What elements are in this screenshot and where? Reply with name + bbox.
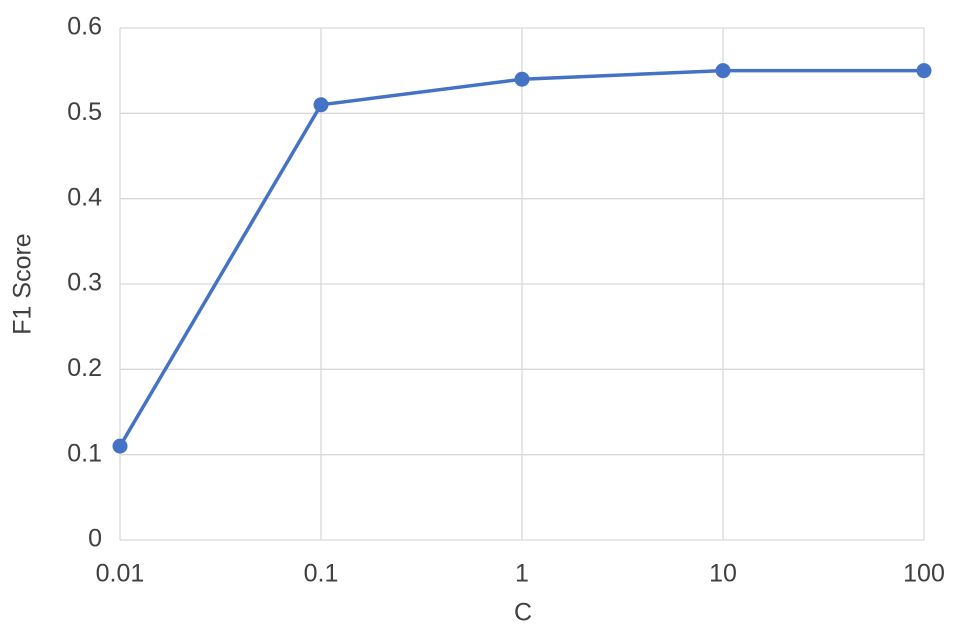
x-axis-label: C — [514, 599, 532, 627]
data-point — [916, 63, 932, 79]
y-tick-label: 0.6 — [67, 13, 102, 41]
x-tick-label: 100 — [903, 560, 945, 588]
x-tick-label: 1 — [515, 560, 529, 588]
x-tick-label: 0.01 — [96, 560, 145, 588]
y-tick-label: 0.3 — [67, 269, 102, 297]
y-tick-label: 0.2 — [67, 354, 102, 382]
y-tick-label: 0.5 — [67, 98, 102, 126]
x-tick-label: 0.1 — [304, 560, 339, 588]
data-point — [715, 63, 731, 79]
y-axis-label: F1 Score — [9, 233, 37, 334]
y-tick-label: 0.4 — [67, 183, 102, 211]
x-tick-label: 10 — [709, 560, 737, 588]
data-point — [112, 438, 128, 454]
y-tick-label: 0 — [88, 525, 102, 553]
data-point — [313, 97, 329, 113]
y-tick-label: 0.1 — [67, 439, 102, 467]
data-point — [514, 71, 530, 87]
